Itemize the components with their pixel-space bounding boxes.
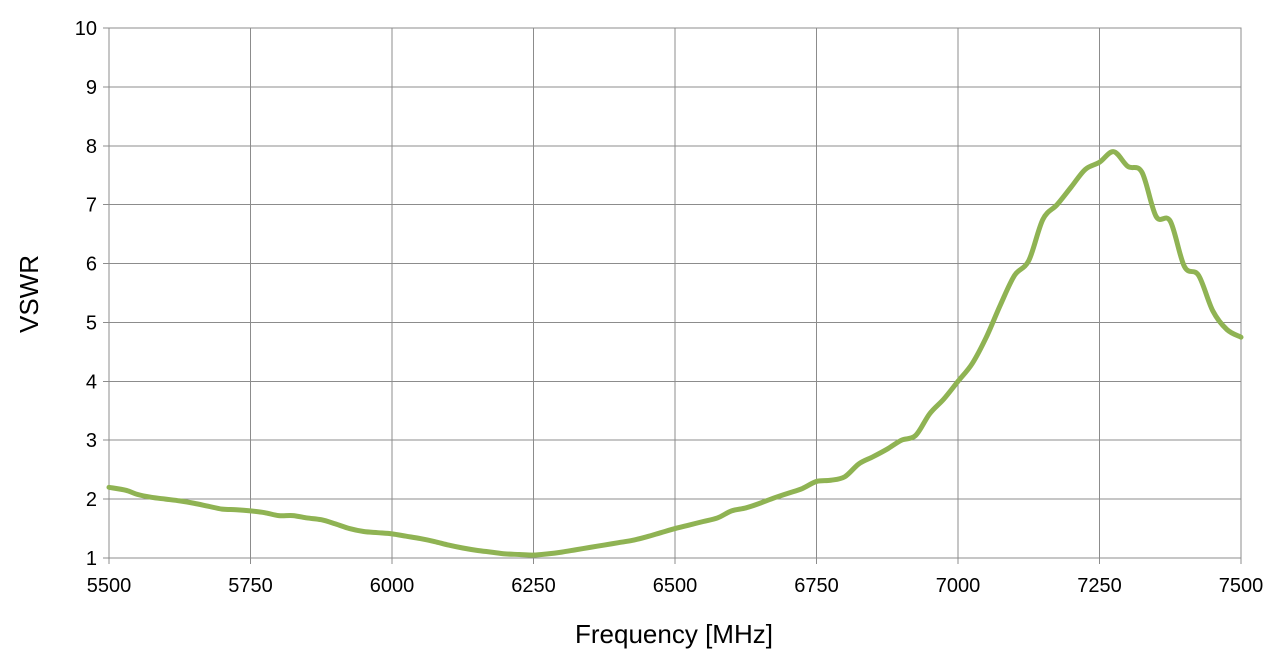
- y-tick-label: 7: [86, 195, 97, 217]
- x-tick-label: 5750: [228, 575, 273, 597]
- tick-labels: 1 2 3 4 5 6 7 8 9 10 5500 5750 6000 6250 6500 6750 7000 7…: [75, 18, 1264, 597]
- x-tick-label: 7250: [1077, 575, 1122, 597]
- y-axis-title: VSWR: [14, 255, 44, 333]
- y-tick-label: 9: [86, 77, 97, 99]
- y-tick-label: 2: [86, 489, 97, 511]
- y-tick-label: 1: [86, 548, 97, 570]
- x-tick-label: 6750: [794, 575, 839, 597]
- y-tick-label: 3: [86, 430, 97, 452]
- y-tick-label: 8: [86, 136, 97, 158]
- x-tick-label: 6500: [653, 575, 698, 597]
- grid: [103, 27, 1242, 564]
- y-tick-label: 10: [75, 18, 97, 40]
- vswr-series-line: [106, 149, 1244, 558]
- x-tick-label: 6250: [511, 575, 556, 597]
- x-tick-label: 5500: [87, 575, 132, 597]
- x-axis-title: Frequency [MHz]: [575, 619, 773, 649]
- y-tick-label: 4: [86, 371, 97, 393]
- x-tick-label: 6000: [370, 575, 415, 597]
- y-tick-label: 5: [86, 312, 97, 334]
- x-tick-label: 7000: [936, 575, 981, 597]
- x-tick-label: 7500: [1219, 575, 1264, 597]
- series-layer: [106, 149, 1244, 558]
- y-tick-label: 6: [86, 254, 97, 276]
